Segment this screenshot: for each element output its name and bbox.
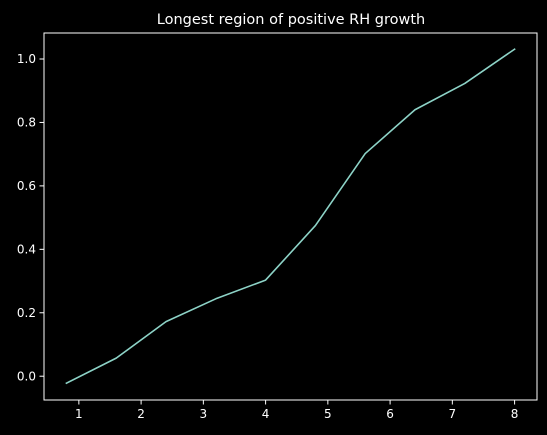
y-tick-label: 0.8 xyxy=(17,116,36,130)
x-tick-label: 2 xyxy=(137,407,145,421)
y-axis: 0.0 0.2 0.4 0.6 0.8 1.0 xyxy=(17,52,44,383)
x-tick-label: 8 xyxy=(511,407,519,421)
chart-title: Longest region of positive RH growth xyxy=(157,12,425,28)
x-axis: 1 2 3 4 5 6 7 8 xyxy=(75,400,518,421)
y-tick-label: 0.0 xyxy=(17,369,36,383)
x-tick-label: 7 xyxy=(449,407,457,421)
x-tick-label: 4 xyxy=(262,407,270,421)
x-tick-label: 5 xyxy=(324,407,332,421)
y-tick-label: 0.4 xyxy=(17,243,36,257)
x-tick-label: 1 xyxy=(75,407,83,421)
y-tick-label: 0.2 xyxy=(17,306,36,320)
axes-frame xyxy=(43,32,538,401)
x-tick-label: 3 xyxy=(200,407,208,421)
series-line-0 xyxy=(65,48,516,385)
x-tick-label: 6 xyxy=(386,407,394,421)
plot-area xyxy=(65,48,516,385)
y-tick-label: 1.0 xyxy=(17,52,36,66)
y-tick-label: 0.6 xyxy=(17,179,36,193)
